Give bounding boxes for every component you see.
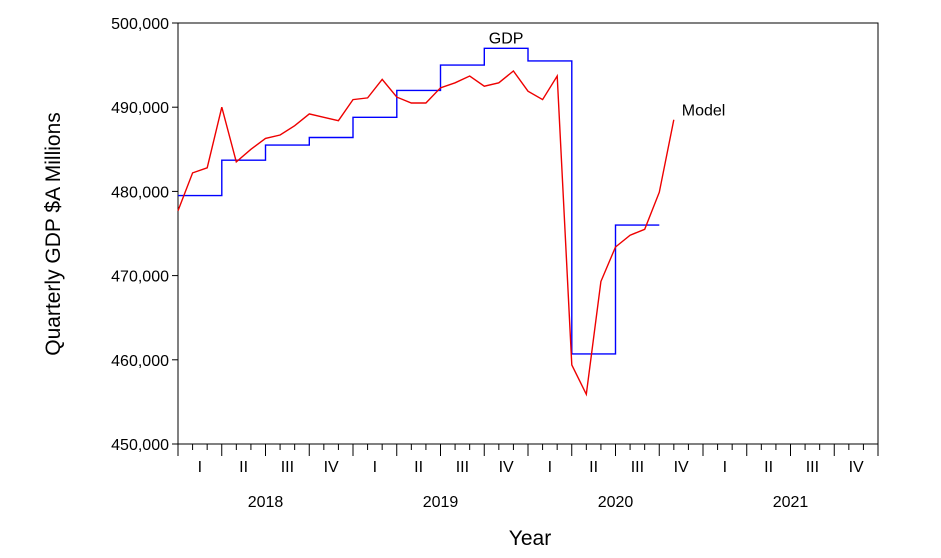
x-year-label: 2021: [773, 494, 809, 511]
x-quarter-label: I: [723, 459, 727, 476]
x-year-label: 2019: [423, 494, 459, 511]
x-year-label: 2020: [598, 494, 634, 511]
y-tick-label: 470,000: [111, 269, 169, 286]
y-tick-label: 500,000: [111, 16, 169, 33]
x-quarter-label: IV: [849, 459, 864, 476]
y-tick-label: 480,000: [111, 184, 169, 201]
series-line-model: [177, 69, 675, 397]
x-quarter-label: II: [764, 459, 773, 476]
x-quarter-label: II: [414, 459, 423, 476]
x-quarter-label: II: [239, 459, 248, 476]
series-label-model: Model: [682, 103, 726, 120]
x-quarter-label: III: [281, 459, 294, 476]
y-tick-label: 490,000: [111, 100, 169, 117]
x-quarter-label: III: [456, 459, 469, 476]
x-quarter-label: III: [806, 459, 819, 476]
y-axis: 450,000 460,000 470,000 480,000 490,000 500,0…: [111, 16, 178, 454]
y-tick-label: 460,000: [111, 353, 169, 370]
x-quarter-label: IV: [324, 459, 339, 476]
x-quarter-label: III: [631, 459, 644, 476]
y-tick-label: 450,000: [111, 437, 169, 454]
x-quarter-label: II: [589, 459, 598, 476]
plot-frame: [177, 22, 879, 445]
x-quarter-label: IV: [499, 459, 514, 476]
x-quarter-label: I: [198, 459, 202, 476]
series-label-gdp: GDP: [489, 30, 524, 47]
x-quarter-label: I: [373, 459, 377, 476]
x-axis-title: Year: [509, 527, 551, 550]
series-layer: [177, 47, 675, 397]
x-year-label: 2018: [248, 494, 284, 511]
annotation-layer: GDP Model: [489, 30, 726, 119]
series-line-gdp: [178, 47, 660, 355]
y-axis-title: Quarterly GDP $A Millions: [42, 112, 65, 356]
x-quarter-label: IV: [674, 459, 689, 476]
x-quarter-label: I: [548, 459, 552, 476]
